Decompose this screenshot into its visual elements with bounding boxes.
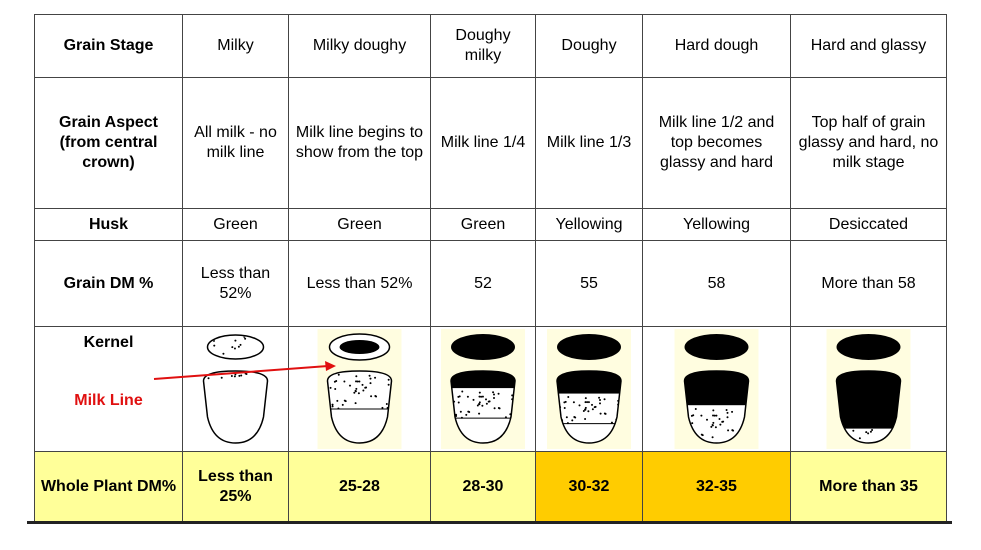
kernel-crown — [836, 334, 901, 360]
kernel-body — [202, 370, 269, 444]
stage-doughy-milky: Doughy milky — [430, 14, 536, 78]
husk-header: Husk — [34, 208, 183, 241]
kernel-crown — [684, 334, 749, 360]
kernel-crown-hard — [339, 340, 380, 354]
kernel-hard-zone — [836, 371, 901, 429]
whole-doughy-milky: 28-30 — [430, 451, 536, 522]
kernel-doughy-milky — [430, 326, 536, 452]
whole-doughy: 30-32 — [535, 451, 643, 522]
aspect-doughy-milky: Milk line 1/4 — [430, 77, 536, 209]
kernel-drawing — [547, 329, 631, 449]
kernel-crown — [451, 334, 515, 360]
aspect-doughy: Milk line 1/3 — [535, 77, 643, 209]
grain-stage-row: Grain Stage Milky Milky doughy Doughy mi… — [34, 14, 947, 78]
kernel-image-hard-dough — [674, 329, 759, 449]
whole-hard-dough: 32-35 — [642, 451, 791, 522]
kernel-hard-zone — [557, 371, 621, 394]
dm-hard-glassy: More than 58 — [790, 240, 947, 327]
kernel-drawing — [202, 334, 269, 444]
kernel-image-doughy-milky — [441, 329, 525, 449]
bottom-rule — [27, 521, 952, 524]
dm-hard-dough: 58 — [642, 240, 791, 327]
kernel-image-milky — [202, 334, 269, 444]
kernel-drawing — [826, 329, 911, 449]
aspect-hard-glassy: Top half of grain glassy and hard, no mi… — [790, 77, 947, 209]
kernel-header: Kernel — [83, 334, 134, 351]
dm-doughy: 55 — [535, 240, 643, 327]
kernel-milky-doughy — [288, 326, 431, 452]
dm-milky: Less than 52% — [182, 240, 289, 327]
grain-dm-row: Grain DM % Less than 52% Less than 52% 5… — [34, 240, 947, 327]
husk-hard-dough: Yellowing — [642, 208, 791, 241]
kernel-body — [326, 370, 393, 444]
whole-plant-dm-header: Whole Plant DM% — [34, 451, 183, 522]
milk-dots — [329, 373, 390, 410]
kernel-doughy — [535, 326, 643, 452]
kernel-crown — [557, 334, 621, 360]
husk-doughy-milky: Green — [430, 208, 536, 241]
grain-aspect-row: Grain Aspect (from central crown) All mi… — [34, 77, 947, 209]
grain-dm-header: Grain DM % — [34, 240, 183, 327]
grain-aspect-header: Grain Aspect (from central crown) — [34, 77, 183, 209]
kernel-row: Kernel Milk Line — [34, 326, 947, 452]
kernel-image-hard-glassy — [826, 329, 911, 449]
kernel-image-doughy — [547, 329, 631, 449]
stage-doughy: Doughy — [535, 14, 643, 78]
dm-doughy-milky: 52 — [430, 240, 536, 327]
husk-milky-doughy: Green — [288, 208, 431, 241]
kernel-hard-dough — [642, 326, 791, 452]
kernel-drawing — [441, 329, 525, 449]
grain-stage-table: Grain Stage Milky Milky doughy Doughy mi… — [34, 14, 947, 522]
kernel-milky — [182, 326, 289, 452]
whole-plant-dm-row: Whole Plant DM% Less than 25% 25-28 28-3… — [34, 451, 947, 522]
husk-row: Husk Green Green Green Yellowing Yellowi… — [34, 208, 947, 241]
husk-milky: Green — [182, 208, 289, 241]
husk-doughy: Yellowing — [535, 208, 643, 241]
milk-dots — [686, 407, 747, 443]
dm-milky-doughy: Less than 52% — [288, 240, 431, 327]
kernel-drawing — [674, 329, 759, 449]
stage-milky-doughy: Milky doughy — [288, 14, 431, 78]
aspect-milky-doughy: Milk line begins to show from the top — [288, 77, 431, 209]
kernel-hard-zone — [451, 371, 515, 389]
kernel-hard-zone — [684, 371, 749, 406]
aspect-hard-dough: Milk line 1/2 and top becomes glassy and… — [642, 77, 791, 209]
stage-hard-glassy: Hard and glassy — [790, 14, 947, 78]
kernel-hard-glassy — [790, 326, 947, 452]
milk-line-label: Milk Line — [74, 392, 143, 409]
husk-hard-glassy: Desiccated — [790, 208, 947, 241]
whole-hard-glassy: More than 35 — [790, 451, 947, 522]
kernel-drawing — [317, 329, 402, 449]
whole-milky: Less than 25% — [182, 451, 289, 522]
milk-dots — [453, 390, 514, 419]
aspect-milky: All milk - no milk line — [182, 77, 289, 209]
kernel-crown — [206, 334, 265, 360]
kernel-header-cell: Kernel Milk Line — [34, 326, 183, 452]
kernel-image-milky-doughy — [317, 329, 402, 449]
stage-milky: Milky — [182, 14, 289, 78]
whole-milky-doughy: 25-28 — [288, 451, 431, 522]
stage-hard-dough: Hard dough — [642, 14, 791, 78]
grain-stage-header: Grain Stage — [34, 14, 183, 78]
